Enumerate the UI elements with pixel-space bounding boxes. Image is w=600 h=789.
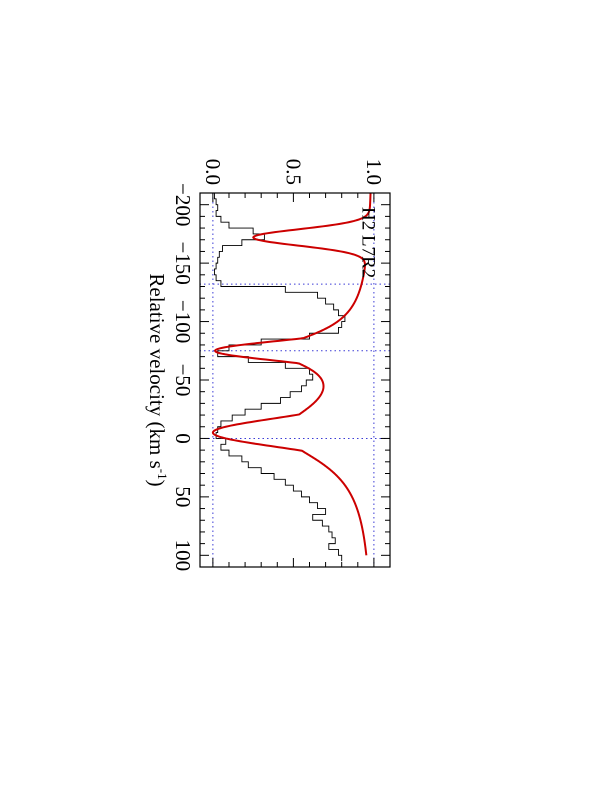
x-tick-label: −150 [171, 241, 195, 284]
y-tick-label: 0.0 [201, 159, 225, 185]
observed-spectrum [214, 193, 346, 562]
plot-axes: −200 −150 −100 −50 0 50 100 0.0 0.5 1.0 [171, 159, 390, 571]
plot-frame [199, 192, 391, 568]
x-tick-label: 50 [171, 486, 195, 507]
x-axis-title: Relative velocity (km s-1) [145, 273, 170, 486]
x-tick-label: −100 [171, 300, 195, 343]
model-fit-line [211, 192, 372, 556]
plot-data [211, 192, 372, 562]
y-tick-label: 0.5 [281, 159, 305, 185]
x-tick-label: 100 [171, 540, 195, 572]
x-tick-label: −50 [171, 364, 195, 397]
y-tick-label: 1.0 [362, 159, 386, 185]
x-tick-label: 0 [171, 433, 195, 444]
x-tick-label: −200 [171, 183, 195, 226]
transition-label: H2 L7R2 [358, 207, 379, 278]
